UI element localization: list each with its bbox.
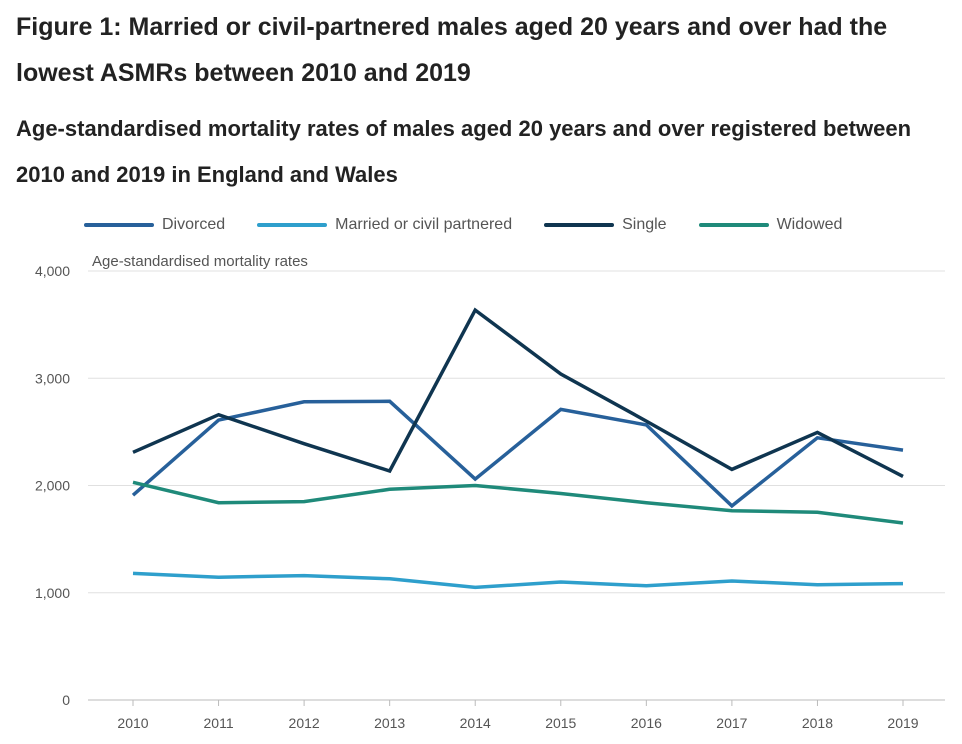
- legend-label-married: Married or civil partnered: [335, 216, 513, 233]
- x-axis: 2010 2011 2012 2013 2014 2015 2016 2017 2018 2019: [117, 700, 919, 731]
- x-tick-label: 2016: [631, 715, 662, 731]
- x-tick-label: 2010: [117, 715, 148, 731]
- series-line-married-or-civil-partnered[interactable]: [132, 571, 904, 590]
- chart-legend: Divorced Married or civil partnered Sing…: [84, 212, 874, 238]
- legend-label-divorced: Divorced: [162, 216, 226, 233]
- x-tick-label: 2012: [289, 715, 320, 731]
- x-tick-label: 2013: [374, 715, 405, 731]
- y-axis-ticks: 0 1,000 2,000 3,000 4,000: [35, 263, 70, 708]
- legend-swatch-divorced: [84, 223, 154, 227]
- legend-item-divorced[interactable]: Divorced: [84, 216, 225, 234]
- legend-label-single: Single: [622, 216, 667, 233]
- y-tick-label: 3,000: [35, 370, 70, 386]
- chart-subtitle: Age-standardised mortality rates of male…: [16, 116, 912, 187]
- x-tick-label: 2015: [545, 715, 576, 731]
- x-tick-label: 2014: [460, 715, 491, 731]
- y-tick-label: 0: [62, 692, 70, 708]
- legend-swatch-single: [544, 223, 615, 227]
- x-tick-label: 2011: [204, 715, 234, 731]
- y-tick-label: 1,000: [35, 585, 70, 601]
- series-line-widowed[interactable]: [132, 480, 904, 525]
- y-tick-label: 2,000: [35, 478, 70, 494]
- legend-item-widowed[interactable]: Widowed: [698, 216, 843, 234]
- x-tick-label: 2018: [802, 715, 833, 731]
- y-axis-label: Age-standardised mortality rates: [92, 253, 308, 270]
- page-title: Figure 1: Married or civil-partnered mal…: [16, 13, 888, 87]
- chart-series: [131, 307, 904, 590]
- legend-item-married[interactable]: Married or civil partnered: [257, 216, 512, 234]
- y-tick-label: 4,000: [35, 263, 70, 279]
- x-tick-label: 2019: [887, 715, 918, 731]
- series-line-single[interactable]: [132, 307, 904, 478]
- chart-gridlines: [88, 270, 945, 701]
- series-line-divorced[interactable]: [131, 399, 904, 509]
- legend-label-widowed: Widowed: [776, 216, 843, 233]
- legend-swatch-widowed: [698, 223, 769, 227]
- legend-swatch-married: [257, 223, 328, 227]
- x-tick-label: 2017: [716, 715, 747, 731]
- legend-item-single[interactable]: Single: [544, 216, 667, 234]
